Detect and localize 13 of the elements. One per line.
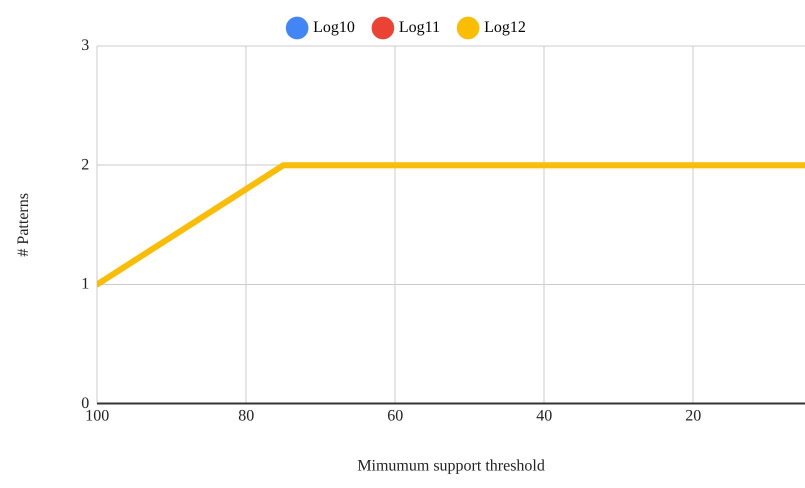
x-tick-label: 100 [85,407,110,424]
legend-label: Log11 [398,19,440,36]
x-tick-label: 20 [685,407,702,424]
y-tick-label: 2 [81,156,90,174]
y-tick-label: 1 [81,276,90,293]
x-tick-label: 60 [387,407,404,424]
x-axis-title: Mimumum support threshold [357,458,545,475]
legend-label: Log10 [313,19,355,36]
y-axis-title: # Patterns [14,193,32,257]
x-tick-label: 40 [536,407,552,424]
legend-label: Log12 [484,19,526,36]
y-tick-label: 3 [81,37,90,54]
x-tick-label: 80 [238,407,254,424]
